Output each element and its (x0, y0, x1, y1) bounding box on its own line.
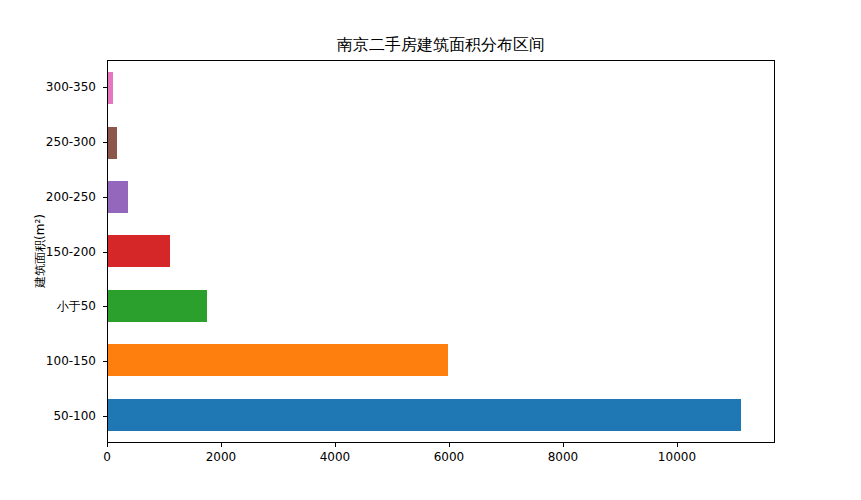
bar-rows (108, 61, 774, 442)
y-tick-label: 200-250 (46, 190, 96, 204)
y-tick-label: 250-300 (46, 135, 96, 149)
y-tick-label: 100-150 (46, 354, 96, 368)
y-axis-tick-labels: 300-350 250-300 200-250 150-200 小于50 100… (0, 60, 107, 443)
x-axis-tick-labels: 0 2000 4000 6000 8000 10000 (107, 443, 775, 469)
x-tick-label: 2000 (206, 450, 237, 464)
y-tick-250-300: 250-300 (0, 115, 107, 170)
bar-row (108, 61, 774, 115)
figure: 南京二手房建筑面积分布区间 建筑面积(m²) 300-350 250-300 2… (0, 0, 861, 500)
bar-150-200 (108, 235, 170, 267)
chart-title: 南京二手房建筑面积分布区间 (107, 34, 775, 56)
plot-area (107, 60, 775, 443)
x-tick-mark (335, 443, 336, 447)
x-tick-mark (677, 443, 678, 447)
bar-250-300 (108, 127, 117, 159)
y-tick-label: 50-100 (53, 409, 96, 423)
y-tick-label: 300-350 (46, 80, 96, 94)
x-tick-label: 0 (103, 450, 111, 464)
x-tick-mark (107, 443, 108, 447)
x-tick-label: 10000 (658, 450, 696, 464)
x-tick-mark (449, 443, 450, 447)
y-tick-200-250: 200-250 (0, 169, 107, 224)
bar-row (108, 333, 774, 387)
bar-under-50 (108, 290, 207, 322)
y-tick-under-50: 小于50 (0, 279, 107, 334)
bar-row (108, 279, 774, 333)
bar-50-100 (108, 399, 741, 431)
x-tick-label: 4000 (320, 450, 351, 464)
y-tick-label: 150-200 (46, 245, 96, 259)
bar-200-250 (108, 181, 128, 213)
y-tick-100-150: 100-150 (0, 334, 107, 389)
x-tick-mark (221, 443, 222, 447)
x-tick-label: 8000 (548, 450, 579, 464)
bar-row (108, 170, 774, 224)
y-tick-300-350: 300-350 (0, 60, 107, 115)
bar-row (108, 388, 774, 442)
x-tick-label: 6000 (434, 450, 465, 464)
y-tick-label: 小于50 (57, 298, 96, 315)
bar-row (108, 224, 774, 278)
bar-row (108, 115, 774, 169)
bar-100-150 (108, 344, 448, 376)
x-tick-mark (563, 443, 564, 447)
y-tick-150-200: 150-200 (0, 224, 107, 279)
y-tick-50-100: 50-100 (0, 388, 107, 443)
bar-300-350 (108, 72, 113, 104)
